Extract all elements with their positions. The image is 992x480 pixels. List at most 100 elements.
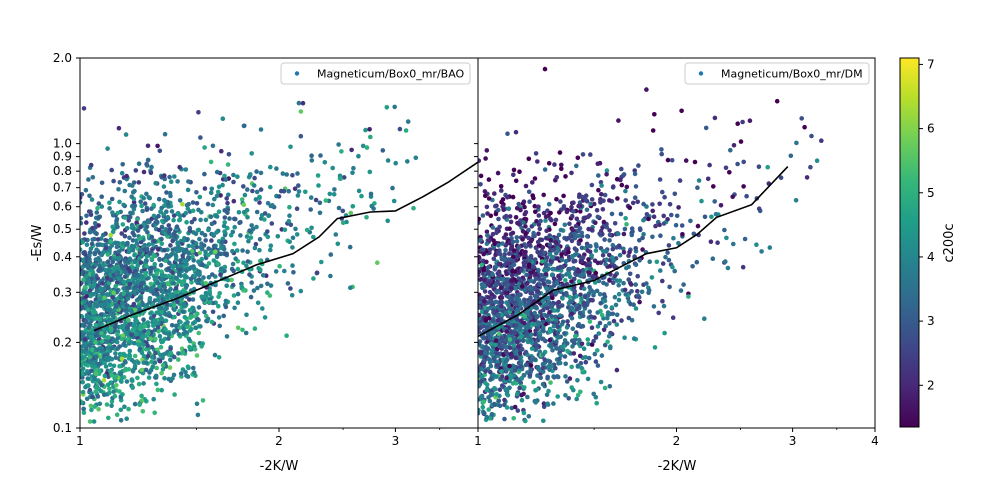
data-point — [159, 224, 165, 230]
data-point — [191, 305, 196, 311]
data-point — [541, 192, 546, 198]
data-point — [528, 286, 533, 291]
data-point — [411, 205, 416, 211]
data-point — [604, 172, 609, 177]
data-point — [181, 288, 186, 293]
data-point — [308, 207, 314, 212]
data-point — [127, 348, 133, 354]
data-point — [478, 258, 481, 263]
data-point — [125, 225, 130, 231]
data-point — [503, 359, 508, 365]
data-point — [741, 184, 746, 189]
data-point — [82, 323, 87, 328]
data-point — [252, 175, 257, 181]
data-point — [667, 202, 673, 207]
data-point — [759, 249, 764, 254]
data-point — [569, 338, 575, 344]
data-point — [84, 213, 89, 219]
data-point — [222, 268, 227, 274]
data-point — [101, 378, 107, 383]
data-point — [554, 290, 559, 296]
data-point — [364, 145, 370, 150]
data-point — [551, 374, 556, 379]
data-point — [727, 170, 732, 175]
data-point — [183, 210, 188, 216]
data-point — [99, 330, 104, 336]
data-point — [621, 250, 627, 255]
data-point — [523, 333, 528, 338]
median-line-dm — [478, 166, 789, 338]
data-point — [212, 196, 217, 202]
data-point — [570, 344, 575, 349]
data-point — [187, 297, 192, 302]
data-point — [537, 330, 543, 336]
data-point — [176, 351, 181, 356]
scatter-points-bao — [80, 69, 419, 424]
data-point — [262, 217, 267, 222]
data-point — [184, 261, 189, 267]
data-point — [132, 363, 138, 369]
data-point — [120, 241, 126, 246]
data-point — [110, 313, 116, 319]
data-point — [510, 258, 516, 264]
data-point — [626, 264, 631, 270]
data-point — [164, 281, 170, 286]
data-point — [702, 214, 708, 220]
data-point — [593, 334, 599, 339]
data-point — [368, 191, 374, 197]
data-point — [649, 275, 655, 280]
scatter-points-dm — [478, 66, 824, 424]
data-point — [225, 200, 230, 206]
data-point — [151, 202, 156, 208]
data-point — [560, 273, 565, 279]
data-point — [288, 144, 293, 150]
data-point — [632, 254, 637, 259]
data-point — [98, 388, 103, 394]
data-point — [178, 258, 183, 263]
data-point — [159, 241, 165, 246]
data-point — [741, 159, 746, 165]
data-point — [166, 376, 172, 382]
data-point — [257, 195, 262, 200]
data-point — [115, 346, 120, 352]
data-point — [201, 243, 207, 248]
data-point — [600, 207, 606, 212]
data-point — [284, 172, 290, 177]
data-point — [108, 239, 113, 244]
data-point — [316, 183, 321, 188]
data-point — [254, 169, 259, 174]
data-point — [290, 235, 296, 241]
data-point — [615, 196, 620, 201]
data-point — [349, 147, 354, 153]
data-point — [86, 325, 91, 330]
data-point — [100, 281, 105, 286]
data-point — [130, 230, 136, 236]
data-point — [177, 264, 182, 269]
data-point — [141, 342, 146, 348]
data-point — [546, 161, 552, 166]
data-point — [495, 359, 500, 365]
data-point — [537, 226, 543, 232]
data-point — [132, 188, 137, 194]
data-point — [663, 254, 668, 260]
data-point — [232, 224, 237, 230]
data-point — [574, 396, 579, 402]
data-point — [478, 182, 483, 187]
data-point — [199, 246, 205, 252]
data-point — [154, 219, 160, 225]
data-point — [672, 191, 678, 197]
data-point — [268, 184, 273, 190]
colorbar-tick-label: 5 — [927, 186, 935, 200]
data-point — [367, 169, 373, 175]
data-point — [83, 290, 89, 295]
data-point — [558, 199, 563, 204]
data-point — [245, 249, 250, 254]
data-point — [576, 279, 582, 284]
data-point — [518, 302, 523, 308]
data-point — [107, 390, 112, 396]
data-point — [494, 392, 499, 397]
data-point — [149, 344, 155, 350]
data-point — [280, 171, 286, 176]
data-point — [115, 335, 121, 341]
